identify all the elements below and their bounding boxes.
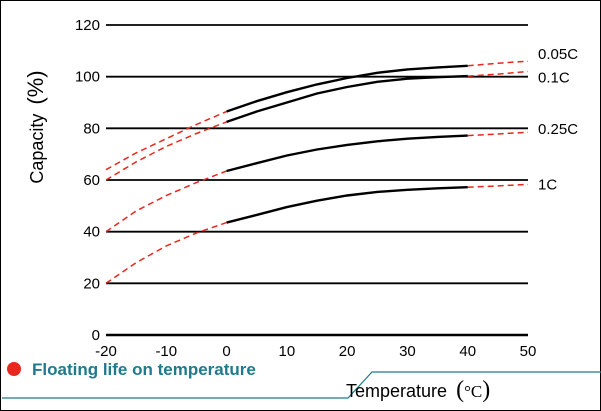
series-label-005C: 0.05C bbox=[538, 46, 578, 63]
chart-title: Floating life on temperature bbox=[32, 360, 256, 379]
series-labels: 0.05C 0.1C 0.25C 1C bbox=[538, 46, 578, 193]
x-tick-label: 30 bbox=[399, 343, 416, 360]
tick-labels: 0 20 40 60 80 100 120 -20 -10 0 10 20 30 40 50 bbox=[75, 17, 536, 360]
series-005C-dashed-right bbox=[467, 60, 529, 67]
y-tick-label: 20 bbox=[83, 275, 100, 292]
x-tick-label: 10 bbox=[279, 343, 296, 360]
series-1C-dashed-right bbox=[467, 183, 529, 188]
y-tick-label: 40 bbox=[83, 224, 100, 241]
series-005C-dashed-left bbox=[105, 110, 227, 171]
series-025C-dashed-left bbox=[105, 170, 227, 233]
series-01C-solid bbox=[226, 74, 468, 124]
series-025C-solid bbox=[226, 134, 468, 173]
y-tick-label: 80 bbox=[83, 120, 100, 137]
x-tick-label: -10 bbox=[155, 343, 177, 360]
series-025C-dashed-right bbox=[467, 131, 529, 137]
footer: Floating life on temperature bbox=[2, 360, 601, 399]
series-label-025C: 0.25C bbox=[538, 121, 578, 138]
y-tick-label: 60 bbox=[83, 172, 100, 189]
gridlines bbox=[106, 24, 528, 337]
x-tick-label: -20 bbox=[95, 343, 117, 360]
y-tick-label: 0 bbox=[92, 327, 100, 344]
y-tick-label: 120 bbox=[75, 17, 100, 34]
series-1C-solid bbox=[226, 186, 468, 224]
x-tick-label: 40 bbox=[459, 343, 476, 360]
footer-bullet-icon bbox=[7, 362, 21, 376]
series-005C-solid bbox=[226, 64, 468, 113]
series-lines bbox=[105, 60, 529, 284]
series-label-01C: 0.1C bbox=[538, 70, 570, 87]
footer-divider bbox=[2, 371, 601, 399]
series-01C-dashed-left bbox=[105, 121, 227, 181]
x-tick-label: 50 bbox=[520, 343, 537, 360]
y-axis-title: Capacity (%) bbox=[23, 70, 48, 183]
y-tick-label: 100 bbox=[75, 69, 100, 86]
x-axis-title: Temperature (°C) bbox=[346, 377, 490, 403]
x-tick-label: 0 bbox=[222, 343, 230, 360]
series-label-1C: 1C bbox=[538, 176, 557, 193]
x-tick-label: 20 bbox=[339, 343, 356, 360]
series-01C-dashed-right bbox=[467, 70, 529, 77]
series-1C-dashed-left bbox=[105, 221, 227, 284]
